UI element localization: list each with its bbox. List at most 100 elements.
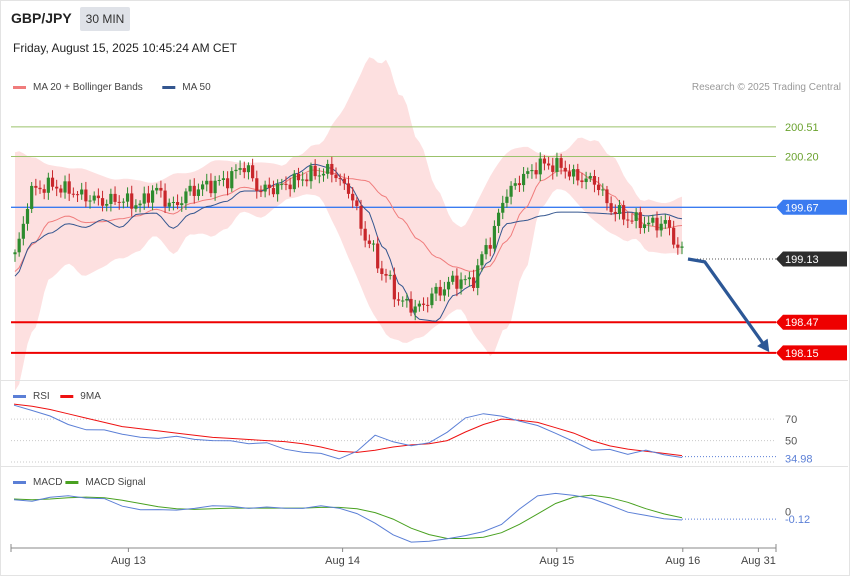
candle[interactable] [584, 171, 588, 190]
candle[interactable] [580, 172, 584, 189]
candle[interactable] [221, 170, 226, 187]
candle[interactable] [417, 300, 421, 312]
candle[interactable] [246, 162, 251, 180]
candle[interactable] [492, 220, 497, 253]
candle[interactable] [601, 183, 605, 197]
candle[interactable] [446, 276, 451, 297]
candle[interactable] [213, 175, 217, 201]
candle[interactable] [309, 162, 313, 189]
candle[interactable] [167, 198, 171, 212]
candle[interactable] [401, 296, 405, 307]
candle[interactable] [259, 185, 263, 197]
candle[interactable] [563, 160, 567, 179]
candle[interactable] [63, 175, 67, 199]
candle[interactable] [84, 181, 88, 208]
candle[interactable] [409, 291, 413, 317]
candle[interactable] [125, 187, 130, 207]
candle[interactable] [567, 164, 572, 181]
candle[interactable] [659, 216, 663, 237]
candle[interactable] [592, 169, 597, 193]
candle[interactable] [67, 173, 71, 201]
candle[interactable] [100, 190, 105, 212]
candle[interactable] [50, 170, 55, 191]
candle[interactable] [617, 199, 622, 220]
candle[interactable] [121, 198, 125, 209]
candle[interactable] [501, 195, 505, 220]
timeframe-button[interactable]: 30 MIN [80, 7, 130, 31]
candle[interactable] [142, 186, 146, 210]
candle[interactable] [171, 196, 176, 211]
candle[interactable] [638, 206, 642, 234]
candle[interactable] [551, 157, 555, 180]
candle[interactable] [597, 177, 601, 196]
candle[interactable] [588, 172, 592, 182]
candle[interactable] [388, 270, 392, 280]
candle[interactable] [17, 232, 21, 257]
candle[interactable] [188, 179, 192, 196]
candle[interactable] [509, 181, 513, 205]
candle[interactable] [521, 167, 526, 192]
candle[interactable] [113, 186, 117, 205]
candle[interactable] [71, 187, 75, 198]
candle[interactable] [317, 167, 321, 184]
candle[interactable] [134, 199, 138, 213]
candle[interactable] [75, 191, 80, 203]
candle[interactable] [330, 156, 334, 183]
candle[interactable] [488, 237, 492, 257]
candle[interactable] [313, 159, 317, 180]
candle[interactable] [384, 268, 388, 283]
candle[interactable] [555, 152, 559, 177]
candle[interactable] [663, 214, 667, 229]
candle[interactable] [226, 171, 230, 196]
candle[interactable] [255, 170, 259, 199]
candle[interactable] [451, 270, 455, 285]
candle[interactable] [655, 211, 659, 238]
candle[interactable] [405, 293, 409, 308]
candle[interactable] [276, 179, 280, 202]
candle[interactable] [155, 183, 159, 195]
candle[interactable] [163, 183, 167, 213]
candle[interactable] [21, 216, 25, 246]
candle[interactable] [117, 195, 121, 210]
candle[interactable] [288, 177, 292, 197]
candle[interactable] [642, 216, 647, 234]
candle[interactable] [234, 164, 238, 179]
candle[interactable] [80, 182, 84, 200]
candle[interactable] [338, 173, 342, 186]
candle[interactable] [267, 177, 271, 196]
candle[interactable] [88, 195, 92, 209]
candle[interactable] [192, 178, 196, 204]
candle[interactable] [251, 158, 255, 182]
candle[interactable] [367, 234, 371, 249]
candle[interactable] [680, 241, 684, 255]
candle[interactable] [25, 203, 30, 231]
candle[interactable] [351, 187, 355, 209]
candle[interactable] [138, 200, 142, 213]
candle[interactable] [346, 175, 351, 199]
candle[interactable] [484, 238, 488, 260]
candle[interactable] [200, 180, 205, 197]
candle[interactable] [476, 258, 480, 296]
candle[interactable] [605, 185, 609, 211]
candle[interactable] [534, 162, 538, 179]
candle[interactable] [92, 191, 96, 204]
candle[interactable] [55, 179, 59, 197]
candle[interactable] [13, 249, 17, 262]
candle[interactable] [271, 180, 276, 198]
candle[interactable] [184, 188, 188, 210]
candle[interactable] [413, 299, 417, 321]
candle[interactable] [676, 237, 680, 255]
candle[interactable] [355, 197, 359, 211]
candle[interactable] [430, 287, 434, 309]
candle[interactable] [209, 173, 213, 198]
candle[interactable] [609, 196, 613, 216]
candle[interactable] [217, 175, 221, 186]
candle[interactable] [672, 220, 676, 249]
candle[interactable] [392, 267, 396, 307]
candle[interactable] [559, 153, 563, 175]
candle[interactable] [434, 283, 438, 302]
candle[interactable] [455, 268, 459, 297]
candle[interactable] [109, 188, 113, 212]
candle[interactable] [622, 200, 626, 226]
candle[interactable] [130, 185, 134, 217]
